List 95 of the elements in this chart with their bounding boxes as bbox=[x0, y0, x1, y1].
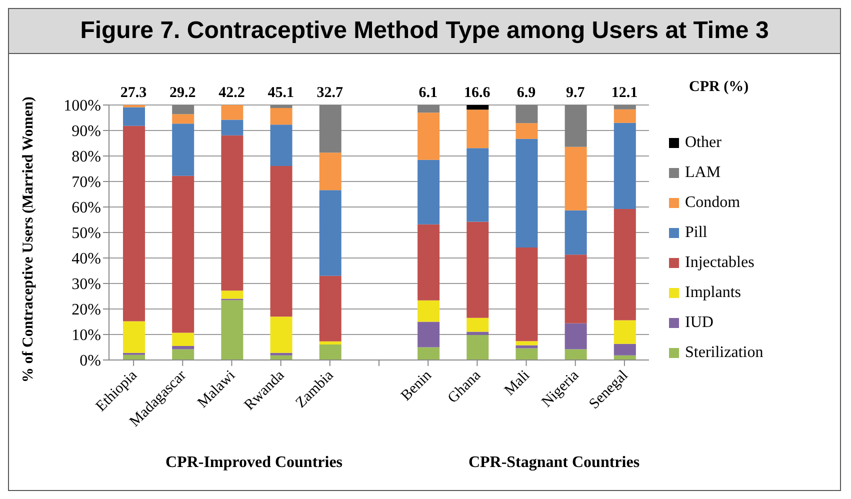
bar bbox=[270, 124, 292, 166]
text: 6.1 bbox=[418, 85, 438, 101]
legend-label: Other bbox=[685, 134, 722, 152]
bar bbox=[466, 110, 489, 148]
bar bbox=[418, 224, 440, 300]
bar bbox=[466, 332, 489, 336]
bar bbox=[270, 316, 292, 353]
bar bbox=[418, 300, 440, 322]
bar bbox=[319, 152, 342, 190]
bar bbox=[466, 105, 489, 110]
legend-label: IUD bbox=[685, 314, 714, 332]
bar bbox=[466, 148, 489, 222]
y-tick-label: 90% bbox=[72, 123, 101, 140]
bar bbox=[172, 176, 194, 333]
bar bbox=[516, 341, 538, 346]
bar bbox=[614, 209, 636, 320]
bar bbox=[221, 290, 244, 299]
bar bbox=[270, 105, 292, 108]
text: 45.1 bbox=[268, 85, 294, 101]
bar bbox=[221, 120, 244, 136]
text: CPR-Stagnant Countries bbox=[467, 454, 641, 472]
bar bbox=[466, 222, 489, 318]
bar bbox=[614, 105, 636, 110]
text: 12.1 bbox=[611, 85, 638, 101]
bar bbox=[270, 352, 292, 356]
bar bbox=[172, 105, 194, 114]
bar bbox=[466, 318, 489, 332]
bar bbox=[418, 347, 440, 360]
bar bbox=[319, 341, 342, 344]
bar bbox=[516, 105, 538, 124]
bar bbox=[418, 112, 440, 160]
y-tick-label: 50% bbox=[72, 225, 101, 242]
text: 27.3 bbox=[120, 85, 147, 101]
bar bbox=[564, 323, 587, 350]
bar bbox=[466, 335, 489, 360]
bar bbox=[172, 349, 194, 360]
bar bbox=[614, 109, 636, 123]
x-tick-label: Mali bbox=[502, 368, 534, 399]
bar bbox=[516, 345, 538, 348]
bar bbox=[564, 349, 587, 360]
bar bbox=[319, 190, 342, 276]
text: 42.2 bbox=[218, 85, 245, 101]
bar bbox=[270, 166, 292, 317]
bar bbox=[123, 321, 145, 353]
chart-title: Figure 7. Contraceptive Method Type among Users at Time 3 bbox=[9, 9, 840, 54]
bar bbox=[319, 276, 342, 342]
bar bbox=[564, 146, 587, 210]
legend-label: Implants bbox=[685, 284, 741, 302]
bar bbox=[221, 300, 244, 360]
bar bbox=[172, 332, 194, 346]
bar bbox=[319, 344, 342, 360]
y-tick-label: 20% bbox=[72, 302, 101, 319]
bar bbox=[516, 348, 538, 360]
bar bbox=[614, 320, 636, 344]
y-tick-label: 40% bbox=[72, 250, 101, 268]
text: 32.7 bbox=[316, 85, 344, 101]
y-tick-label: 30% bbox=[72, 276, 101, 294]
bar bbox=[172, 346, 194, 350]
bar bbox=[221, 105, 244, 120]
y-tick-label: 0% bbox=[80, 352, 101, 370]
bar bbox=[123, 107, 145, 126]
bar bbox=[172, 124, 194, 176]
text: 29.2 bbox=[170, 85, 196, 101]
text: 16.6 bbox=[464, 85, 491, 101]
bar bbox=[221, 135, 244, 291]
bar bbox=[516, 123, 538, 139]
bar bbox=[418, 160, 440, 224]
bar bbox=[418, 322, 440, 348]
y-tick-label: 80% bbox=[72, 148, 101, 166]
legend-label: Condom bbox=[685, 194, 740, 212]
bar bbox=[418, 105, 440, 113]
legend-label: Sterilization bbox=[685, 344, 764, 362]
y-tick-label: 70% bbox=[72, 174, 101, 192]
y-tick-label: 10% bbox=[72, 327, 101, 344]
bar bbox=[564, 254, 587, 324]
bar bbox=[516, 138, 538, 248]
text: CPR-Improved Countries bbox=[164, 454, 344, 472]
bar bbox=[172, 114, 194, 124]
bar bbox=[516, 248, 538, 342]
bar bbox=[123, 126, 145, 322]
text: CPR (%) bbox=[689, 79, 749, 96]
bar bbox=[564, 210, 587, 255]
bar bbox=[319, 105, 342, 153]
bar bbox=[614, 344, 636, 356]
legend-label: Pill bbox=[685, 224, 708, 242]
legend-label: LAM bbox=[685, 164, 721, 182]
y-tick-label: 60% bbox=[72, 200, 101, 217]
y-tick-label: 100% bbox=[64, 98, 101, 115]
bar bbox=[270, 108, 292, 125]
legend-label: Injectables bbox=[685, 254, 754, 272]
y-axis-title: % of Contraceptive Users (Married Women) bbox=[20, 96, 36, 382]
bar bbox=[564, 105, 587, 147]
text: 6.9 bbox=[516, 85, 536, 101]
text: 9.7 bbox=[566, 85, 586, 101]
bar bbox=[614, 122, 636, 210]
